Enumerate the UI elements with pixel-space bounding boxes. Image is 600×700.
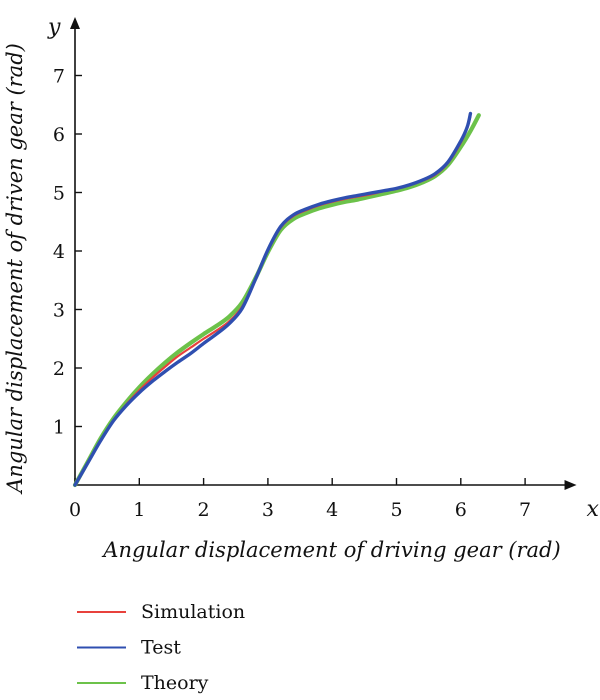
series-line-simulation: [73, 115, 472, 487]
y-tick-label: 5: [53, 183, 65, 205]
y-axis-title: Angular displacement of driven gear (rad…: [3, 43, 27, 495]
legend-label-test: Test: [141, 637, 181, 659]
x-ticks: 0 1 2 3 4 5 6 7: [69, 478, 531, 521]
y-ticks: 1 2 3 4 5 6 7: [53, 66, 82, 439]
x-tick-label: 1: [133, 499, 145, 521]
x-axis-title: Angular displacement of driving gear (ra…: [101, 538, 560, 562]
series-line-theory: [72, 113, 481, 488]
legend: Simulation Test Theory: [77, 601, 245, 694]
y-tick-label: 2: [53, 358, 65, 380]
y-tick-label: 6: [53, 124, 65, 146]
y-tick-label: 1: [53, 417, 65, 439]
x-tick-label: 2: [198, 499, 210, 521]
series-line-test: [73, 111, 473, 487]
y-axis-arrow: [70, 17, 80, 29]
x-axis-arrow: [564, 480, 577, 490]
y-tick-label: 4: [53, 241, 65, 263]
x-axis-symbol: x: [587, 497, 600, 522]
y-tick-label: 3: [53, 300, 65, 322]
x-tick-label: 4: [326, 499, 338, 521]
x-tick-label: 3: [262, 499, 274, 521]
axes: x y: [47, 15, 600, 522]
series-layer: [72, 111, 481, 488]
x-tick-label: 7: [519, 499, 531, 521]
legend-label-simulation: Simulation: [141, 601, 245, 623]
x-tick-label: 6: [455, 499, 467, 521]
y-axis-symbol: y: [47, 15, 61, 40]
x-tick-label: 5: [390, 499, 402, 521]
x-tick-label: 0: [69, 499, 81, 521]
y-tick-label: 7: [53, 66, 65, 88]
legend-label-theory: Theory: [141, 672, 209, 694]
